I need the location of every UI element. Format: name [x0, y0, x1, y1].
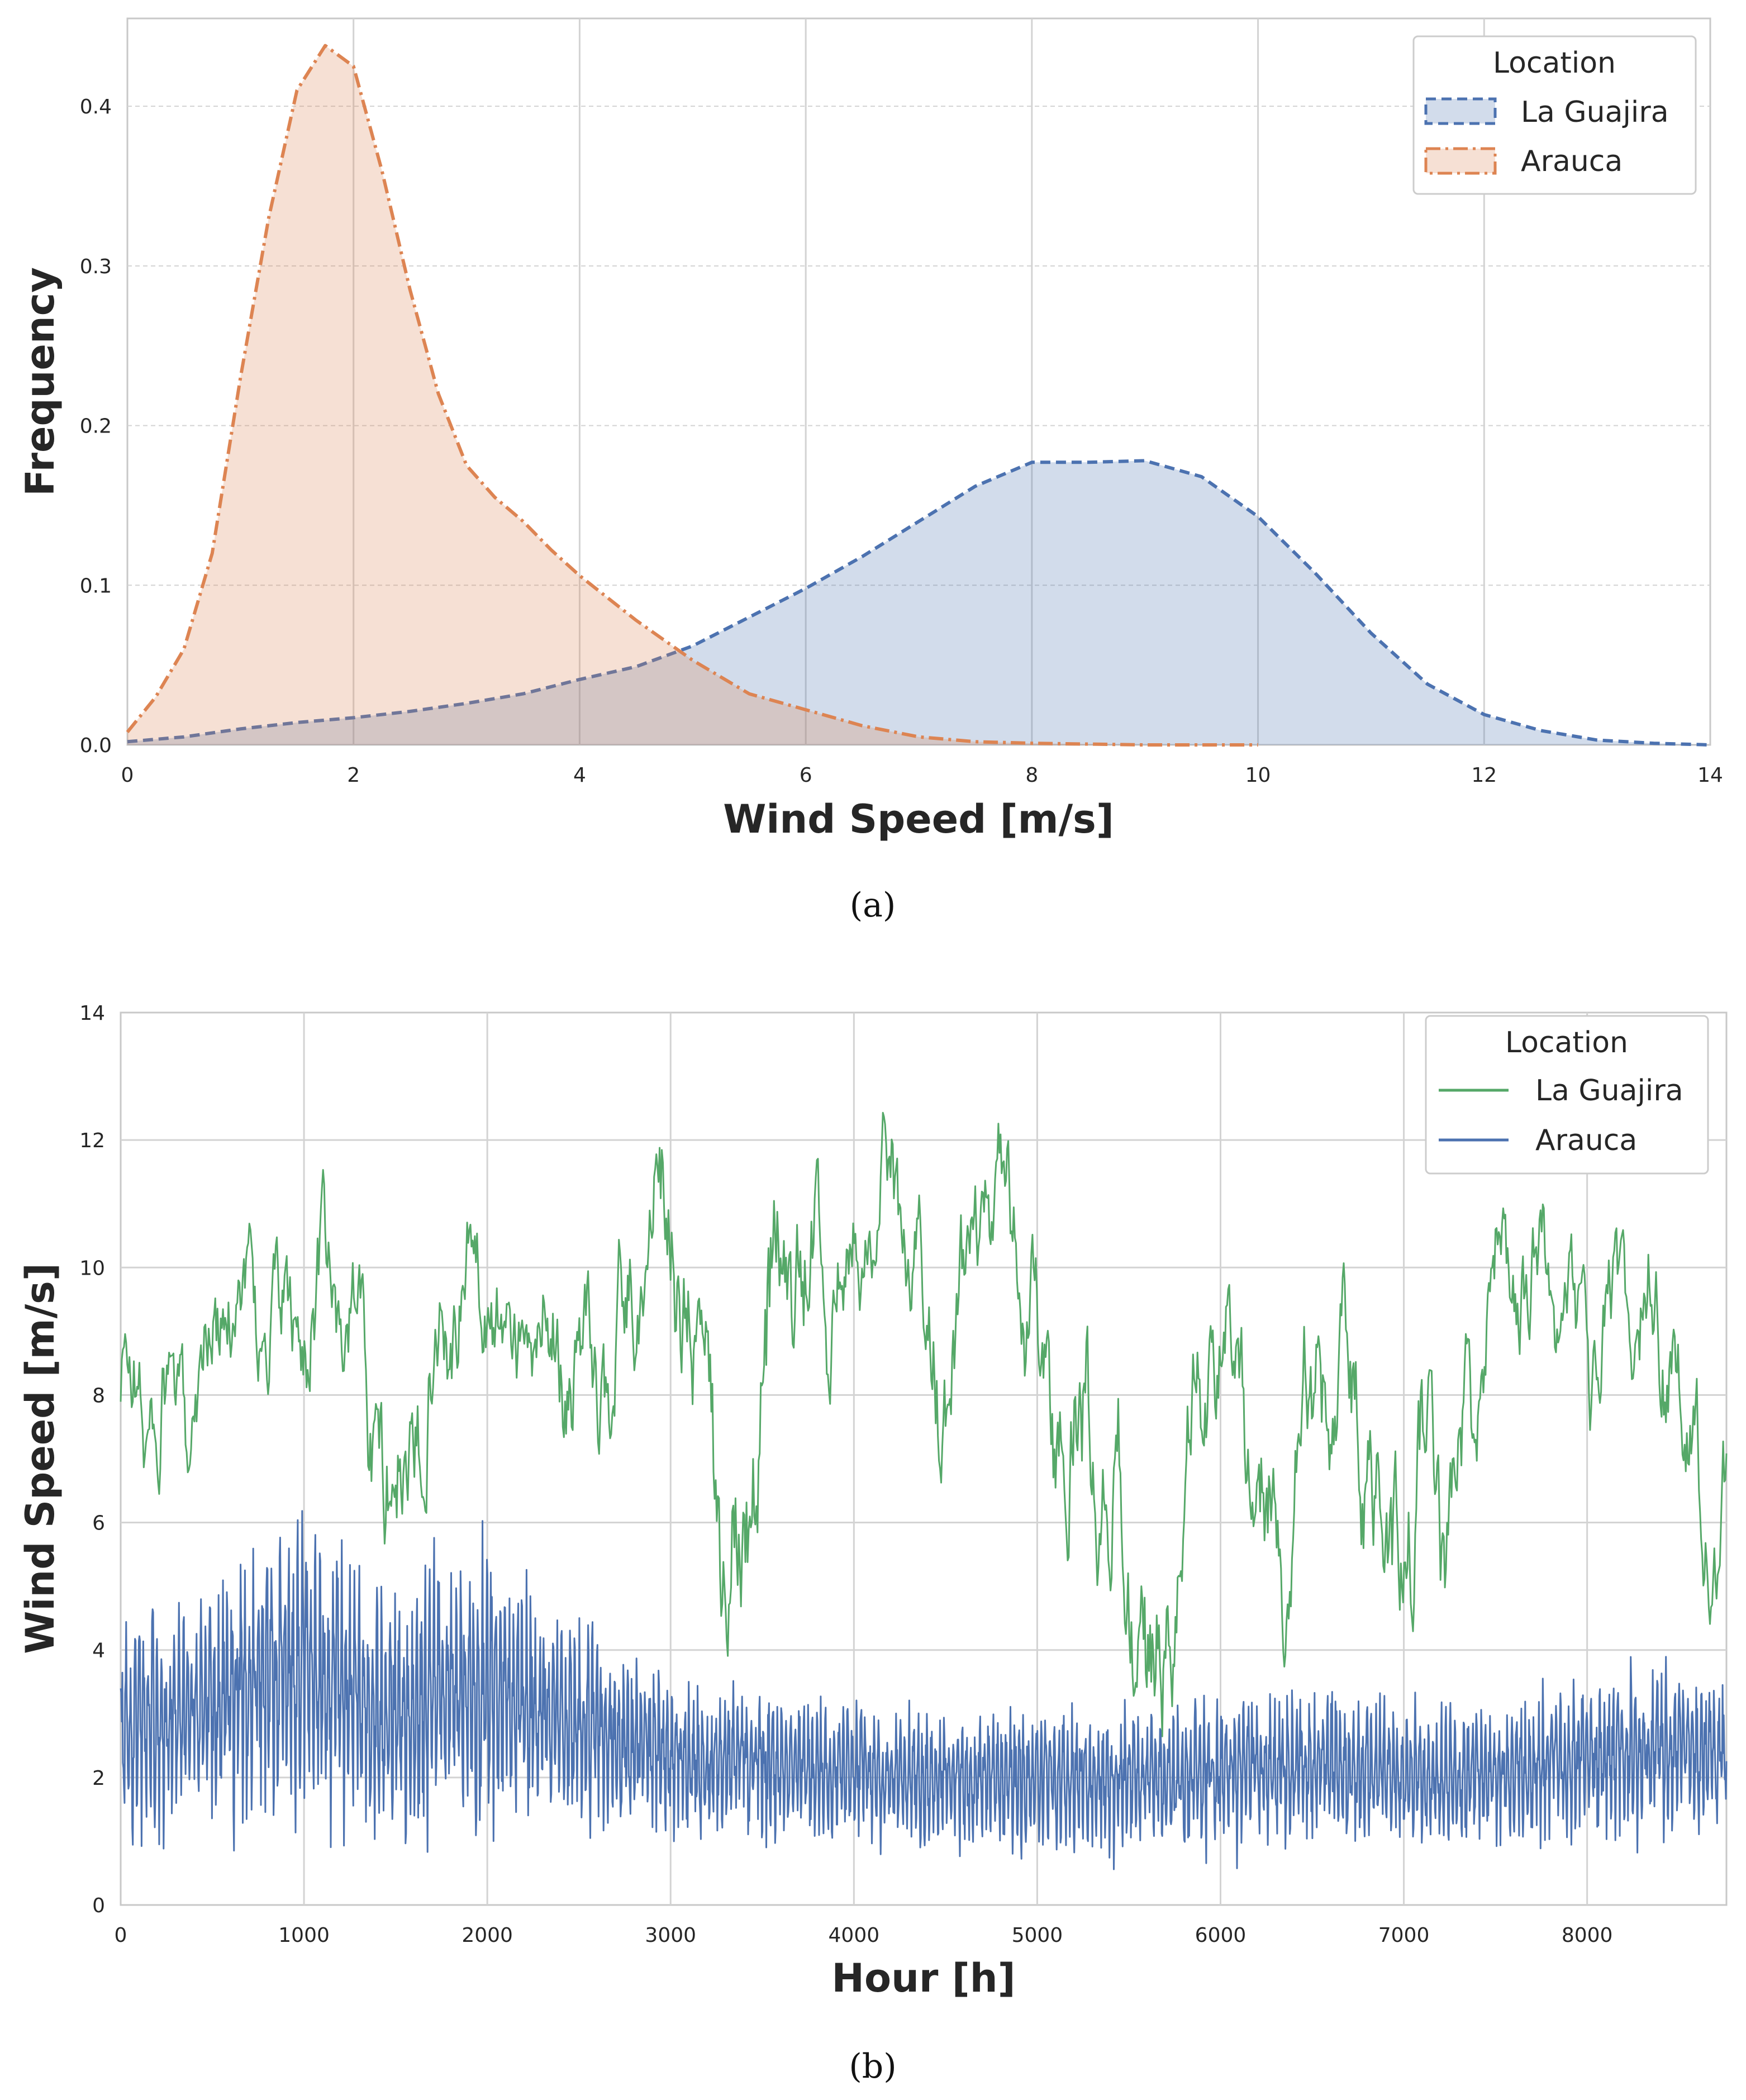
panel-b-timeseries-chart: 0 1000 2000 3000 4000 5000 6000 7000 8000 0 2 4 6 8 1… [17, 1002, 1728, 2086]
panel-b-y-tick-label: 0 [92, 1894, 105, 1917]
panel-b-y-axis-label: Wind Speed [m/s] [17, 1263, 63, 1654]
panel-a-y-tick-label: 0.0 [80, 734, 112, 757]
density-area-la-guajira [127, 460, 1710, 745]
panel-a-x-axis-label: Wind Speed [m/s] [723, 796, 1114, 842]
panel-a-x-tick-label: 6 [800, 764, 812, 787]
panel-b-x-axis-label: Hour [h] [831, 1955, 1015, 2001]
panel-a-y-tick-label: 0.3 [80, 255, 112, 278]
panel-a-x-ticks: 0 2 4 6 8 10 12 14 [121, 764, 1723, 787]
panel-a-caption: (a) [850, 886, 896, 925]
panel-b-x-tick-label: 8000 [1562, 1924, 1613, 1947]
panel-a-x-tick-label: 2 [347, 764, 360, 787]
panel-b-x-ticks: 0 1000 2000 3000 4000 5000 6000 7000 8000 [115, 1924, 1613, 1947]
panel-a-x-tick-label: 14 [1697, 764, 1723, 787]
panel-b-legend-title: Location [1505, 1026, 1628, 1059]
panel-a-y-axis-label: Frequency [17, 267, 63, 496]
panel-b-y-tick-label: 4 [92, 1640, 105, 1662]
panel-b-y-tick-label: 14 [79, 1002, 105, 1025]
panel-a-y-tick-label: 0.4 [80, 96, 112, 118]
panel-b-x-tick-label: 2000 [462, 1924, 513, 1947]
legend-swatch-arauca [1424, 147, 1497, 175]
panel-b-x-tick-label: 7000 [1378, 1924, 1430, 1947]
panel-b-x-tick-label: 5000 [1012, 1924, 1063, 1947]
panel-a-legend: Location La Guajira Arauca [1412, 35, 1697, 195]
panel-a-x-tick-label: 12 [1471, 764, 1497, 787]
panel-b-y-ticks: 0 2 4 6 8 10 12 14 [79, 1002, 105, 1917]
panel-a-y-ticks: 0.0 0.1 0.2 0.3 0.4 [80, 96, 112, 757]
panel-b-y-tick-label: 2 [92, 1767, 105, 1790]
density-line-arauca [126, 44, 1258, 747]
panel-b-caption: (b) [849, 2047, 896, 2086]
panel-a-legend-title: Location [1493, 46, 1616, 80]
panel-a-x-tick-label: 4 [573, 764, 586, 787]
panel-b-y-tick-label: 8 [92, 1384, 105, 1407]
panel-b-legend-label-la-guajira: La Guajira [1535, 1074, 1683, 1108]
timeseries-line-arauca [120, 1510, 1728, 1870]
panel-a-legend-box [1412, 35, 1697, 195]
density-line-la-guajira [127, 459, 1711, 747]
panel-b-x-tick-label: 6000 [1195, 1924, 1247, 1947]
panel-b-legend-box [1425, 1015, 1709, 1175]
timeseries-line-la-guajira [120, 1111, 1728, 1737]
panel-a-x-tick-label: 8 [1025, 764, 1038, 787]
panel-b-y-tick-label: 10 [79, 1257, 105, 1280]
panel-a-x-tick-label: 0 [121, 764, 134, 787]
panel-b-y-tick-label: 6 [92, 1512, 105, 1535]
panel-a-x-tick-label: 10 [1245, 764, 1271, 787]
density-area-arauca [127, 45, 1258, 745]
panel-a-y-tick-label: 0.1 [80, 574, 112, 597]
panel-b-legend: Location La Guajira Arauca [1425, 1015, 1709, 1175]
panel-a-grid [127, 18, 1710, 745]
panel-a-legend-label-arauca: Arauca [1521, 145, 1623, 178]
panel-b-y-tick-label: 12 [79, 1129, 105, 1152]
panel-b-x-tick-label: 0 [115, 1924, 127, 1947]
panel-b-series [120, 1111, 1728, 1870]
panel-b-x-tick-label: 4000 [829, 1924, 880, 1947]
panel-b-x-tick-label: 1000 [278, 1924, 330, 1947]
legend-swatch-la-guajira [1424, 97, 1497, 125]
panel-b-x-tick-label: 3000 [645, 1924, 696, 1947]
panel-b-legend-label-arauca: Arauca [1535, 1124, 1637, 1157]
panel-a-y-tick-label: 0.2 [80, 415, 112, 438]
panel-a-legend-label-la-guajira: La Guajira [1521, 96, 1669, 129]
panel-a-density-chart: 0 2 4 6 8 10 12 14 0.0 0.1 0.2 0.3 0.4 Wind Speed [… [17, 17, 1723, 925]
panel-a-series [126, 44, 1711, 747]
